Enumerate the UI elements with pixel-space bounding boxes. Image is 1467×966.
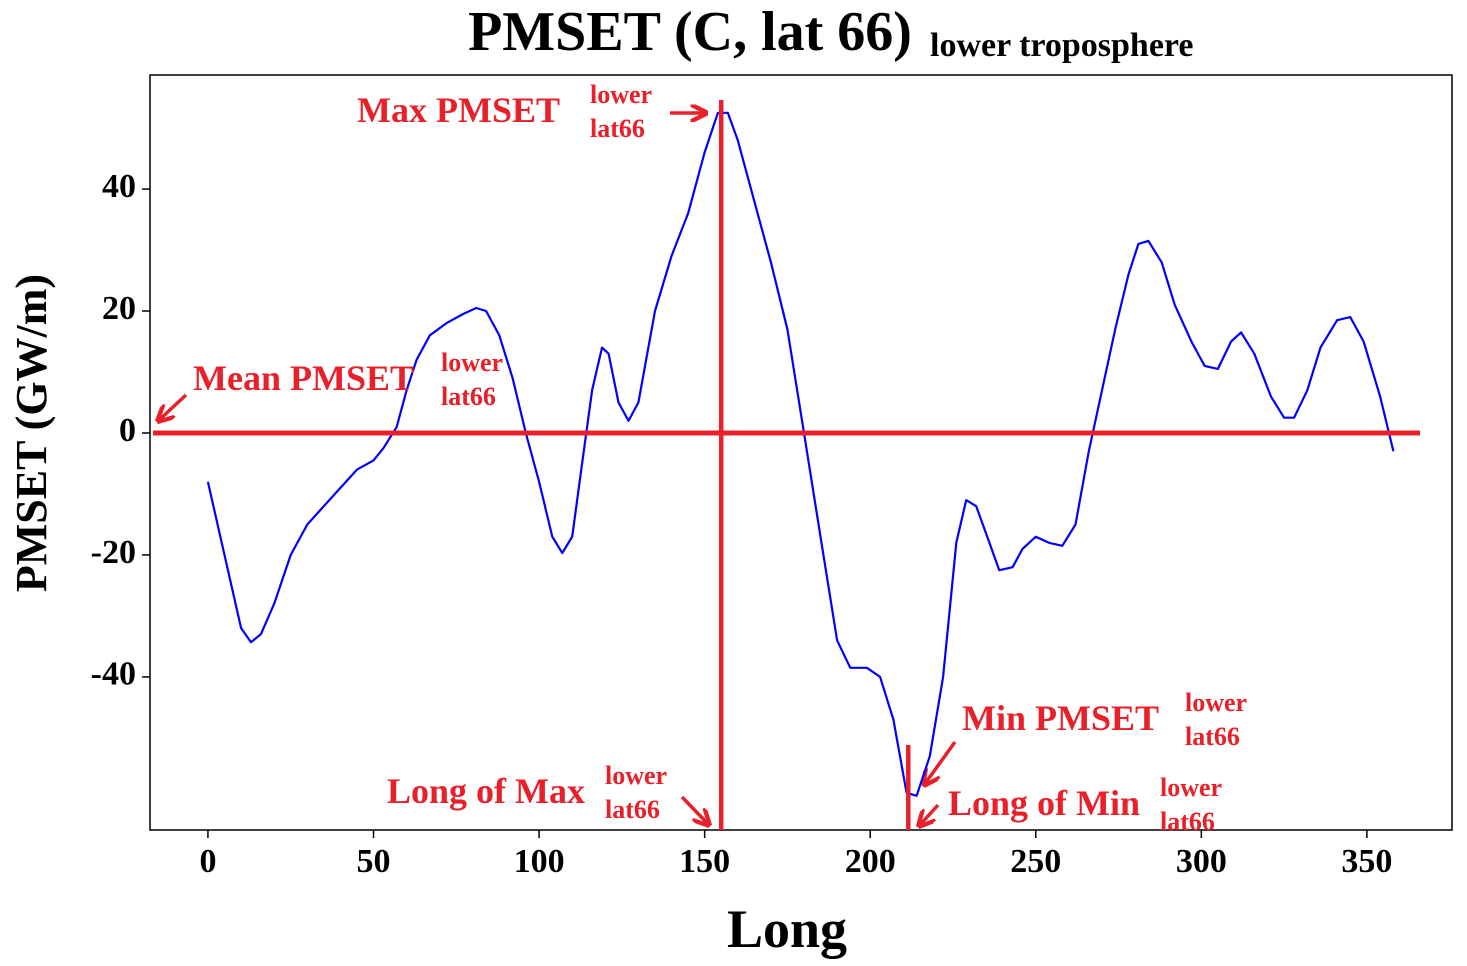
x-tick-label: 300 [1176, 843, 1227, 880]
x-tick-label: 200 [845, 843, 896, 880]
annotation: Min PMSET [962, 698, 1159, 738]
x-axis-label: Long [727, 899, 847, 959]
x-tick-label: 150 [679, 843, 730, 880]
x-tick-label: 100 [514, 843, 565, 880]
annotation: Max PMSET [357, 90, 560, 130]
arrow [158, 393, 188, 421]
y-tick-label: 0 [119, 412, 136, 449]
y-tick-label: -40 [91, 656, 136, 693]
annotation: Long of Max [387, 771, 585, 811]
annotation-sub: lat66 [441, 382, 496, 411]
annotation-sup: lower [605, 761, 667, 790]
annotation: Mean PMSET [193, 358, 414, 398]
arrows [158, 113, 957, 826]
arrow [919, 803, 940, 826]
annotation-sub: lat66 [1160, 807, 1215, 836]
y-axis-label: PMSET (GW/m) [7, 274, 56, 592]
chart-title: PMSET (C, lat 66) [468, 1, 912, 63]
annotation-sub: lat66 [1185, 722, 1240, 751]
annotation: Long of Min [948, 783, 1140, 823]
y-tick-label: 40 [102, 168, 136, 205]
y-tick-label: 20 [102, 290, 136, 327]
annotation-sup: lower [1185, 688, 1247, 717]
chart-title-sub: lower troposphere [930, 27, 1193, 64]
x-tick-label: 0 [199, 843, 216, 880]
x-tick-label: 350 [1341, 843, 1392, 880]
arrow [924, 740, 957, 785]
x-tick-label: 50 [357, 843, 391, 880]
y-tick-label: -20 [91, 534, 136, 571]
x-tick-label: 250 [1010, 843, 1061, 880]
annotation-sub: lat66 [605, 795, 660, 824]
annotation-sup: lower [590, 80, 652, 109]
arrow [680, 795, 709, 825]
annotation-sup: lower [441, 348, 503, 377]
annotation-sup: lower [1160, 773, 1222, 802]
annotation-sub: lat66 [590, 114, 645, 143]
plot-frame [149, 74, 1453, 831]
